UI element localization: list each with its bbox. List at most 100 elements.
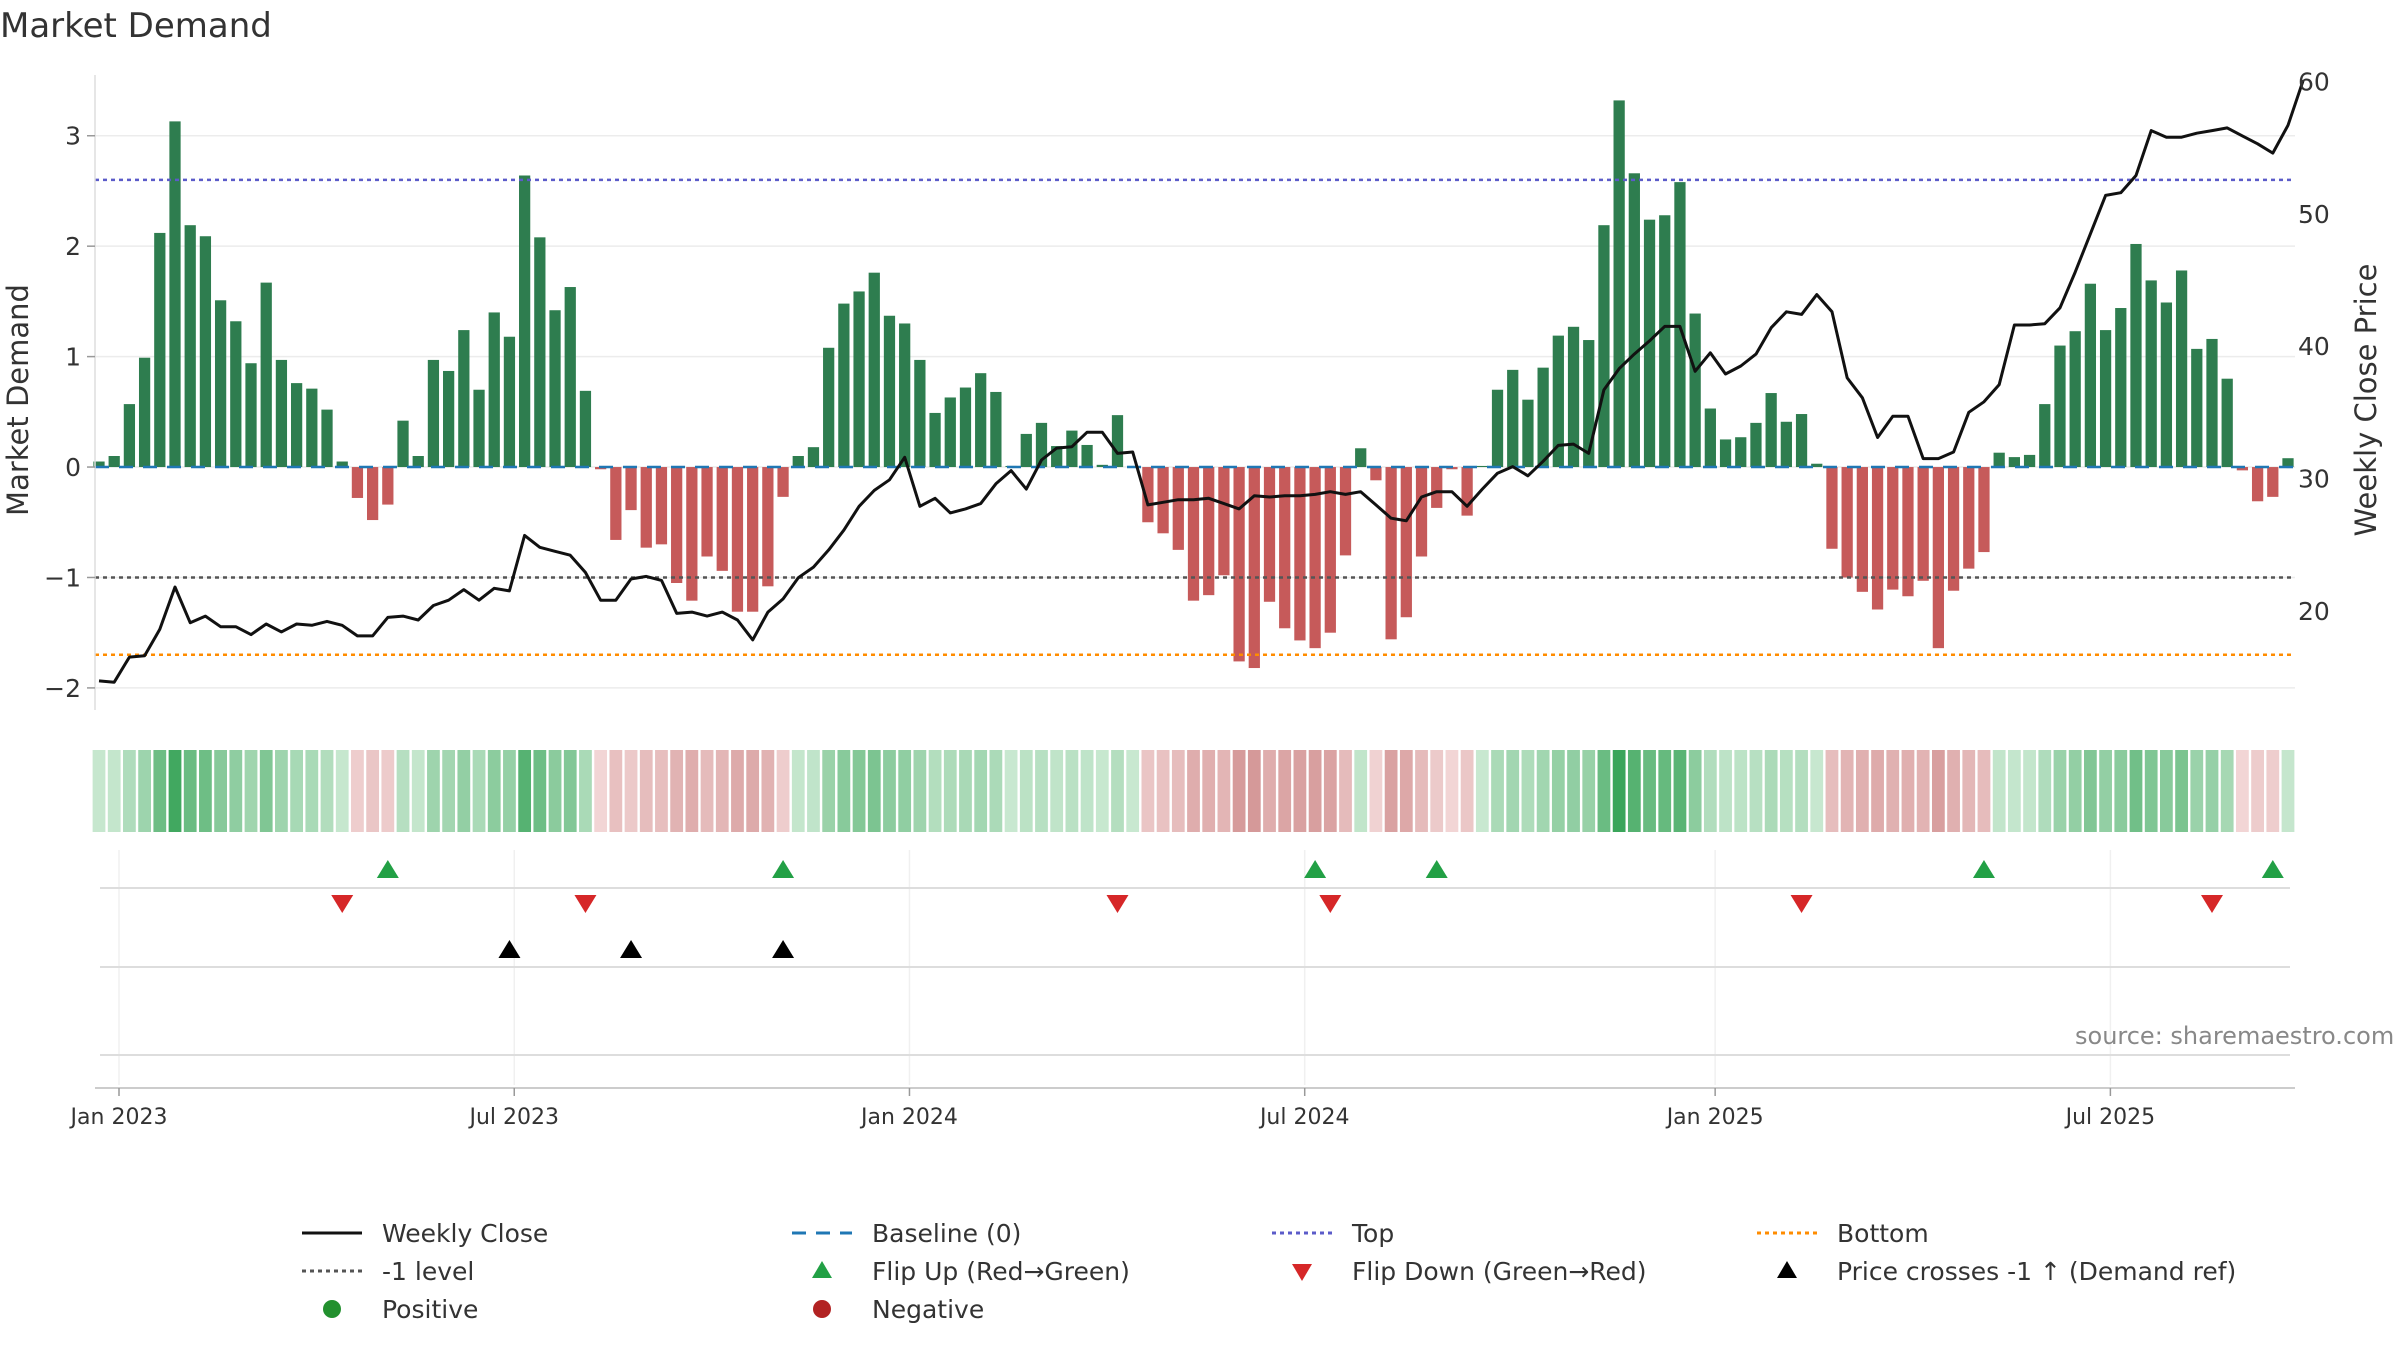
heat-strip-cell <box>183 750 197 832</box>
legend-item-positive: Positive <box>300 1291 478 1327</box>
triangle-up-icon <box>1777 1261 1797 1278</box>
demand-bar <box>2206 338 2218 468</box>
heat-strip <box>92 750 2295 832</box>
heat-strip-cell <box>898 750 912 832</box>
heat-strip-cell <box>1247 750 1261 832</box>
demand-bar <box>1963 467 1975 569</box>
heat-strip-cell <box>229 750 243 832</box>
left-tick-label: −1 <box>44 563 81 592</box>
demand-bar <box>306 388 318 468</box>
heat-strip-cell <box>427 750 440 832</box>
heat-strip-cell <box>1825 750 1839 832</box>
heat-strip-cell <box>1156 750 1170 832</box>
heat-strip-cell <box>1171 750 1185 832</box>
heat-strip-cell <box>1688 750 1702 832</box>
flip-down-marker <box>2200 895 2223 913</box>
demand-bar <box>1598 225 1610 468</box>
legend-item-flip-up: Flip Up (Red→Green) <box>790 1253 1130 1289</box>
heat-strip-cell <box>943 750 957 832</box>
heat-strip-cell <box>2038 750 2052 832</box>
heat-strip-cell <box>1795 750 1808 832</box>
heat-strip-cell <box>518 750 532 832</box>
demand-bar <box>959 387 972 468</box>
heat-strip-cell <box>1217 750 1231 832</box>
heat-strip-cell <box>670 750 684 832</box>
demand-bars <box>93 100 2294 669</box>
heat-strip-cell <box>822 750 836 832</box>
heat-strip-cell <box>214 750 227 832</box>
demand-bar <box>1355 448 1367 468</box>
demand-bar <box>1385 467 1397 640</box>
heat-strip-cell <box>305 750 319 832</box>
demand-bar <box>1400 467 1412 618</box>
demand-bar <box>1476 465 1488 468</box>
legend-label: Weekly Close <box>382 1218 549 1248</box>
heat-strip-cell <box>2053 750 2067 832</box>
demand-bar <box>503 336 516 468</box>
right-tick-label: 50 <box>2298 200 2330 229</box>
dashed-line-icon <box>792 1231 852 1235</box>
dotted-line-icon <box>1757 1231 1817 1235</box>
heat-strip-cell <box>2175 750 2188 832</box>
legend-item-baseline: Baseline (0) <box>790 1215 1021 1251</box>
heat-strip-cell <box>1871 750 1884 832</box>
demand-bar <box>1431 467 1443 508</box>
right-axis-title: Weekly Close Price <box>2349 264 2383 537</box>
demand-bar <box>1415 467 1428 557</box>
demand-bar <box>1537 367 1549 468</box>
demand-bar <box>1233 467 1245 662</box>
heat-strip-cell <box>1080 750 1094 832</box>
demand-bar <box>731 467 744 612</box>
heat-strip-cell <box>92 750 106 832</box>
heat-strip-cell <box>563 750 577 832</box>
demand-bar <box>2175 270 2188 468</box>
left-tick-label: 2 <box>65 232 81 261</box>
source-watermark: source: sharemaestro.com <box>2075 1022 2395 1050</box>
demand-bar <box>1659 215 1671 468</box>
demand-bar <box>1719 439 1732 468</box>
legend-item-top: Top <box>1270 1215 1394 1251</box>
heat-strip-cell <box>168 750 182 832</box>
demand-bar <box>2099 330 2112 468</box>
x-tick-label: Jan 2025 <box>1665 1105 1764 1130</box>
heat-strip-cell <box>503 750 516 832</box>
demand-bar <box>519 175 531 468</box>
demand-bar <box>443 370 455 468</box>
heat-strip-cell <box>1232 750 1246 832</box>
demand-bar <box>1203 467 1215 596</box>
demand-bar <box>93 461 105 468</box>
heat-strip-cell <box>1035 750 1048 832</box>
flip-down-marker <box>1790 895 1813 913</box>
legend-label: Baseline (0) <box>872 1218 1022 1248</box>
heat-strip-cell <box>244 750 258 832</box>
heat-strip-cell <box>731 750 744 832</box>
marker-panels: Jan 2023 Jul 2023 Jan 2024 Jul 2024 Jan 2025… <box>69 850 2295 1130</box>
heat-strip-cell <box>2068 750 2082 832</box>
heat-strip-cell <box>1430 750 1444 832</box>
heat-strip-cell <box>1521 750 1535 832</box>
demand-bar <box>1628 173 1640 468</box>
heat-strip-cell <box>1855 750 1869 832</box>
flip-up-marker <box>376 860 399 878</box>
heat-strip-cell <box>1095 750 1109 832</box>
heat-strip-cell <box>411 750 425 832</box>
demand-bar <box>1111 415 1124 468</box>
demand-bar <box>914 359 926 468</box>
legend-label: Flip Up (Red→Green) <box>872 1256 1130 1286</box>
demand-bar <box>1567 326 1580 468</box>
heat-strip-cell <box>2220 750 2234 832</box>
legend-label: Price crosses -1 ↑ (Demand ref) <box>1837 1256 2237 1286</box>
heat-strip-cell <box>1050 750 1064 832</box>
heat-strip-cell <box>1384 750 1398 832</box>
heat-strip-cell <box>1323 750 1337 832</box>
demand-bar <box>1643 219 1656 468</box>
demand-bar <box>2282 458 2294 468</box>
demand-bar <box>1583 340 1595 468</box>
heat-strip-cell <box>2144 750 2158 832</box>
heat-strip-cell <box>837 750 851 832</box>
demand-bar <box>275 359 288 468</box>
demand-bar <box>260 282 272 468</box>
demand-bar <box>2115 308 2127 468</box>
heat-strip-cell <box>1597 750 1611 832</box>
demand-bar <box>1066 430 1078 468</box>
